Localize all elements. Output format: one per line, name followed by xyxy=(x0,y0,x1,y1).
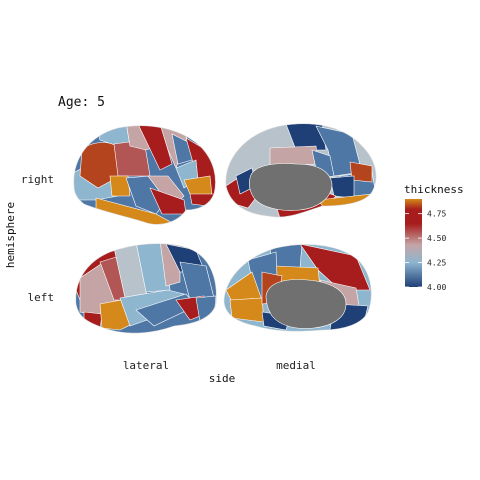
legend-ticks: 4.75 4.50 4.25 4.00 xyxy=(405,210,446,292)
chart-title: Age: 5 xyxy=(58,95,105,110)
legend-tick-label: 4.75 xyxy=(427,210,446,219)
brain-right-lateral xyxy=(73,125,216,225)
legend-colorbar xyxy=(405,199,422,287)
col-label-lateral: lateral xyxy=(123,359,169,372)
legend-tick-label: 4.50 xyxy=(427,234,446,243)
brain-left-lateral-outline xyxy=(75,243,217,334)
legend-title: thickness xyxy=(404,183,464,196)
legend-tick-label: 4.25 xyxy=(427,259,446,268)
row-label-left: left xyxy=(28,291,55,304)
brain-right-lateral-outline xyxy=(73,125,216,225)
brain-right-medial-wall xyxy=(248,163,333,211)
row-label-right: right xyxy=(21,173,54,186)
brain-right-medial-outline xyxy=(225,123,377,218)
brain-left-lateral xyxy=(75,243,217,334)
y-axis-label: hemisphere xyxy=(4,202,17,268)
legend-tick-label: 4.00 xyxy=(427,283,446,292)
x-axis-label: side xyxy=(209,372,236,385)
brain-left-medial-outline xyxy=(223,244,372,332)
col-label-medial: medial xyxy=(276,359,316,372)
brain-left-medial-wall xyxy=(265,279,347,329)
legend: thickness 4.75 4.50 4.25 4.00 xyxy=(404,183,464,292)
